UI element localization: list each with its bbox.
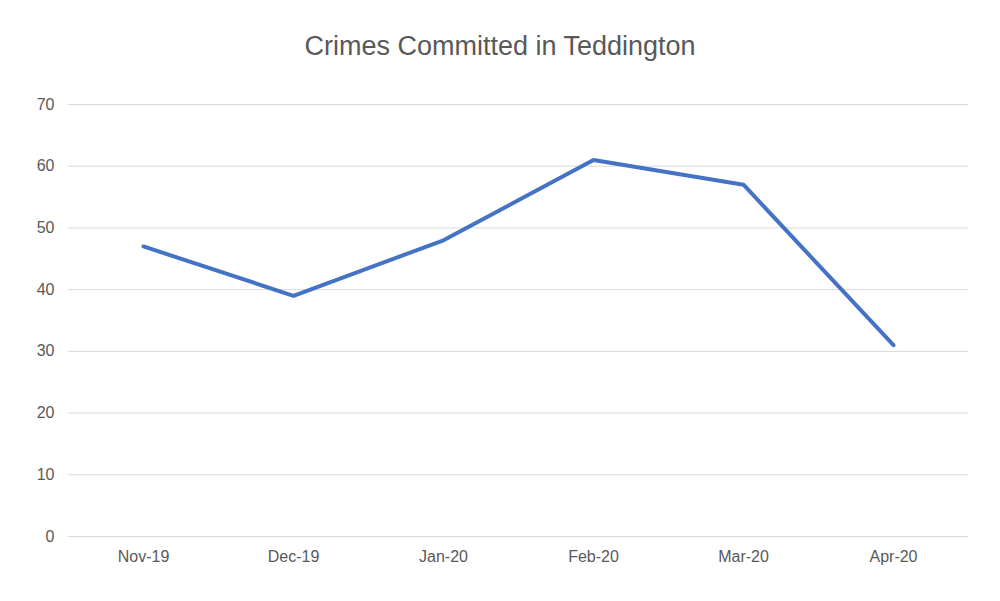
svg-text:60: 60 [37, 157, 55, 174]
svg-text:10: 10 [37, 466, 55, 483]
svg-text:70: 70 [37, 96, 55, 113]
svg-text:Mar-20: Mar-20 [718, 548, 769, 565]
svg-text:40: 40 [37, 281, 55, 298]
svg-text:Nov-19: Nov-19 [118, 548, 170, 565]
svg-text:Dec-19: Dec-19 [268, 548, 320, 565]
svg-text:0: 0 [46, 528, 55, 545]
html-text:Crimes Committed in Teddington: Crimes Committed in Teddington [304, 31, 696, 61]
svg-text:Jan-20: Jan-20 [419, 548, 468, 565]
svg-text:Feb-20: Feb-20 [568, 548, 619, 565]
svg-text:30: 30 [37, 342, 55, 359]
svg-text:50: 50 [37, 219, 55, 236]
svg-text:Apr-20: Apr-20 [869, 548, 917, 565]
svg-text:20: 20 [37, 404, 55, 421]
